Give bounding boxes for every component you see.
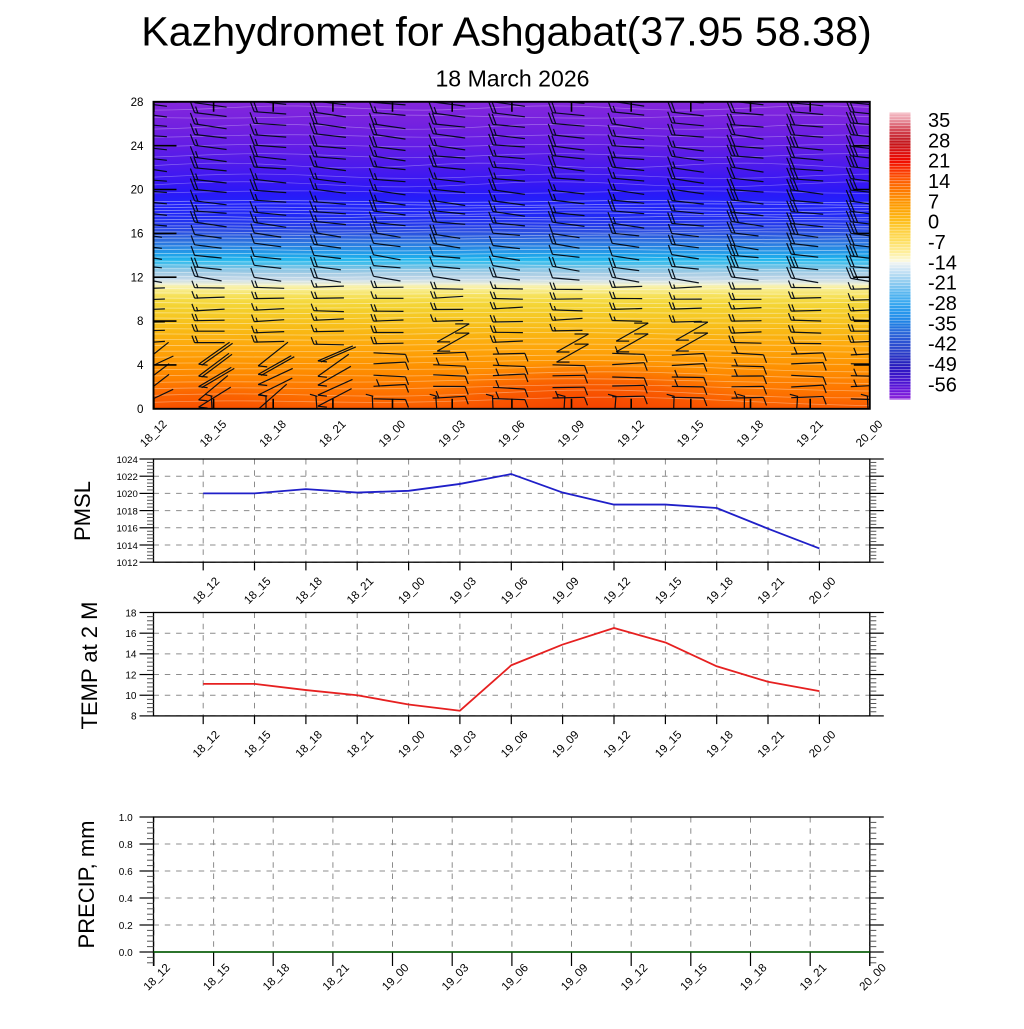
svg-text:0.2: 0.2 <box>119 921 133 932</box>
svg-text:16: 16 <box>125 629 137 640</box>
svg-text:0: 0 <box>137 403 143 416</box>
svg-text:8: 8 <box>137 315 143 328</box>
svg-text:-14: -14 <box>928 252 957 274</box>
svg-text:1012: 1012 <box>116 558 137 569</box>
svg-text:-7: -7 <box>928 232 946 254</box>
svg-text:0.8: 0.8 <box>119 840 133 851</box>
svg-text:0: 0 <box>928 212 939 234</box>
svg-text:12: 12 <box>125 670 137 681</box>
svg-text:7: 7 <box>928 191 939 213</box>
svg-text:10: 10 <box>125 691 137 702</box>
svg-text:28: 28 <box>928 130 950 152</box>
svg-text:-42: -42 <box>928 334 957 356</box>
svg-text:PMSL: PMSL <box>70 481 95 541</box>
svg-text:-21: -21 <box>928 273 957 295</box>
svg-text:0.4: 0.4 <box>119 894 133 905</box>
svg-text:18: 18 <box>125 608 137 619</box>
svg-text:1024: 1024 <box>116 455 138 466</box>
svg-text:1.0: 1.0 <box>119 813 133 824</box>
svg-text:1014: 1014 <box>116 541 138 552</box>
svg-text:1016: 1016 <box>116 524 137 535</box>
svg-text:21: 21 <box>928 151 950 173</box>
svg-text:0.6: 0.6 <box>119 867 133 878</box>
svg-text:14: 14 <box>928 171 950 193</box>
svg-text:8: 8 <box>131 712 137 723</box>
svg-text:12: 12 <box>131 271 144 284</box>
svg-text:-28: -28 <box>928 293 957 315</box>
svg-text:14: 14 <box>125 650 137 661</box>
svg-text:20: 20 <box>131 184 144 197</box>
svg-text:PRECIP, mm: PRECIP, mm <box>74 821 99 949</box>
svg-text:4: 4 <box>137 359 144 372</box>
svg-text:-56: -56 <box>928 374 957 396</box>
svg-text:Kazhydromet for Ashgabat(37.95: Kazhydromet for Ashgabat(37.95 58.38) <box>141 9 871 55</box>
svg-text:18 March 2026: 18 March 2026 <box>435 66 589 92</box>
svg-text:35: 35 <box>928 110 950 132</box>
svg-text:28: 28 <box>131 96 144 109</box>
svg-text:1018: 1018 <box>116 506 137 517</box>
svg-text:1022: 1022 <box>116 472 137 483</box>
svg-text:0.0: 0.0 <box>119 948 133 959</box>
svg-text:16: 16 <box>131 228 144 241</box>
svg-text:-49: -49 <box>928 354 957 376</box>
svg-text:24: 24 <box>131 140 144 153</box>
svg-text:-35: -35 <box>928 313 957 335</box>
svg-text:1020: 1020 <box>116 489 137 500</box>
svg-text:TEMP at 2 M: TEMP at 2 M <box>77 602 102 730</box>
